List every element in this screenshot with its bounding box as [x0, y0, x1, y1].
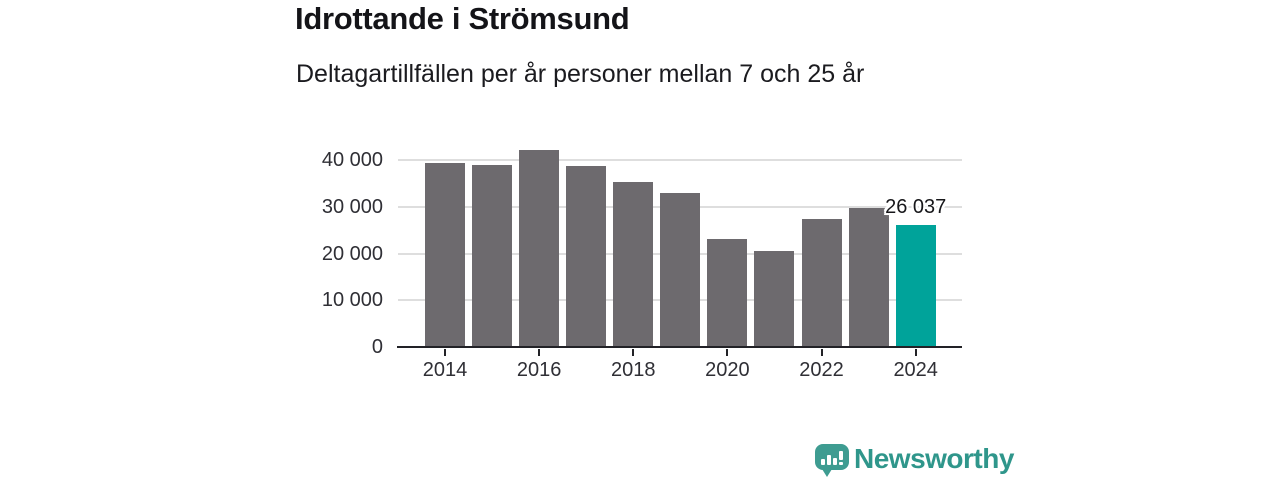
bar-2017 — [566, 165, 607, 347]
newsworthy-wordmark: Newsworthy — [854, 443, 1014, 474]
x-tick-2020 — [726, 348, 729, 356]
bar-2022 — [801, 218, 842, 347]
logo-exclamation-mark — [839, 451, 843, 465]
x-axis-label-2020: 2020 — [705, 359, 750, 381]
y-axis-label-0: 0 — [371, 336, 383, 358]
bar-2015 — [472, 164, 513, 347]
bar-2020 — [707, 239, 748, 347]
page-title: Idrottande i Strömsund — [295, 1, 630, 36]
bar-2019 — [660, 192, 701, 347]
chart-subtitle: Deltagartillfällen per år personer mella… — [296, 60, 865, 88]
y-axis-label-10000: 10 000 — [321, 289, 383, 312]
x-axis-label-2024: 2024 — [893, 359, 938, 381]
value-label: 26 037 — [885, 196, 947, 219]
x-axis-label-2018: 2018 — [611, 359, 656, 381]
logo-mini-bar-3 — [833, 458, 837, 465]
newsworthy-logo: Newsworthy — [815, 443, 1014, 477]
newsworthy-bubble-chart-icon — [815, 443, 849, 477]
y-axis-label-40000: 40 000 — [321, 149, 383, 172]
bar-2023 — [848, 208, 889, 347]
logo-mini-bar-2 — [827, 455, 831, 465]
bar-2014 — [425, 163, 465, 347]
x-axis-label-2022: 2022 — [799, 359, 844, 381]
x-tick-2024 — [914, 348, 917, 356]
logo-bubble-tail — [822, 469, 832, 477]
logo-speech-bubble — [815, 444, 849, 470]
y-gridline-40000 — [398, 159, 962, 162]
x-tick-2022 — [820, 348, 823, 356]
x-tick-2016 — [538, 348, 541, 356]
bar-2024 — [895, 225, 936, 347]
x-axis-label-2014: 2014 — [422, 359, 468, 381]
x-axis-label-2016: 2016 — [516, 359, 562, 381]
logo-mini-bar-1 — [821, 459, 825, 465]
bar-2016 — [519, 150, 560, 347]
y-axis-label-30000: 30 000 — [321, 195, 383, 218]
x-tick-2014 — [444, 348, 446, 356]
x-axis-line — [397, 345, 962, 349]
x-tick-2018 — [632, 348, 635, 356]
y-axis-label-20000: 20 000 — [321, 242, 383, 265]
bar-2018 — [613, 182, 654, 347]
bar-2021 — [754, 251, 795, 347]
